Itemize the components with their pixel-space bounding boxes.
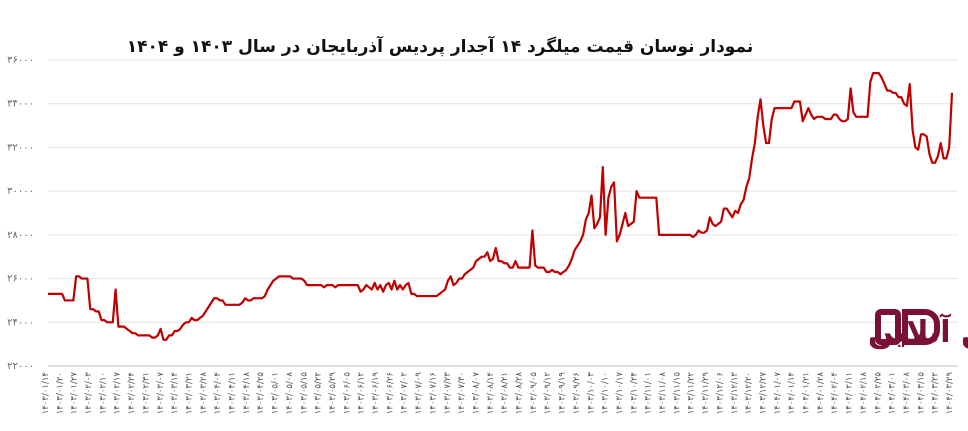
x-tick-label: ۱۴۰۳/۰۷/۳۰ <box>457 372 467 414</box>
x-tick-label: ۱۴۰۳/۱۱/۱۵ <box>672 372 682 415</box>
x-tick-label: ۱۴۰۳/۰۳/۲۸ <box>199 372 209 415</box>
y-tick-label: ۲۴۰۰۰ <box>7 317 34 328</box>
x-tick-label: ۱۴۰۳/۰۲/۱۷ <box>113 372 123 415</box>
x-tick-label: ۱۴۰۳/۰۲/۲۴ <box>127 372 137 414</box>
x-tick-label: ۱۴۰۳/۰۳/۰۷ <box>156 372 166 415</box>
y-tick-label: ۳۴۰۰۰ <box>7 99 34 110</box>
x-tick-label: ۱۴۰۳/۰۹/۲۶ <box>572 372 582 414</box>
x-tick-label: ۱۴۰۳/۰۵/۰۱ <box>271 372 281 414</box>
y-axis-ticks: ۲۲۰۰۰ ۲۴۰۰۰ ۲۶۰۰۰ ۲۸۰۰۰ ۳۰۰۰۰ ۳۲۰۰۰ ۳۴۰۰۰ ۳۶۰۰۰ <box>7 55 34 372</box>
x-tick-label: ۱۴۰۳/۰۵/۱۵ <box>299 372 309 415</box>
x-tick-label: ۱۴۰۳/۱۰/۲۴ <box>629 372 639 414</box>
x-tick-label: ۱۴۰۳/۰۴/۲۵ <box>256 372 266 415</box>
x-tick-label: ۱۴۰۴/۰۱/۱۴ <box>787 372 797 414</box>
x-tick-label: ۱۴۰۴/۰۱/۰۷ <box>773 372 783 415</box>
x-tick-label: ۱۴۰۳/۱۰/۱۷ <box>615 372 625 415</box>
x-tick-label: ۱۴۰۳/۰۴/۱۸ <box>242 372 252 415</box>
x-tick-label: ۱۴۰۳/۱۱/۲۲ <box>687 372 697 415</box>
gridlines <box>48 59 958 367</box>
y-tick-label: ۲۲۰۰۰ <box>7 361 34 372</box>
x-tick-label: ۱۴۰۴/۰۳/۰۸ <box>902 372 912 415</box>
x-tick-label: ۱۴۰۳/۰۷/۰۹ <box>414 372 424 415</box>
y-tick-label: ۲۶۰۰۰ <box>7 274 34 285</box>
x-tick-label: ۱۴۰۴/۰۱/۲۸ <box>816 372 826 415</box>
x-tick-label: ۱۴۰۳/۱۲/۱۳ <box>730 372 740 415</box>
series-line <box>48 72 954 341</box>
x-tick-label: ۱۴۰۳/۰۲/۱۰ <box>98 372 108 414</box>
x-tick-label: ۱۴۰۳/۰۵/۲۲ <box>314 372 324 415</box>
brand-logo: آهن آنلاین <box>868 309 968 350</box>
x-tick-label: ۱۴۰۳/۰۷/۲۳ <box>443 372 453 415</box>
chart-title: نمودار نوسان قیمت میلگرد ۱۴ آجدار پردیس … <box>127 35 753 57</box>
x-tick-label: ۱۴۰۴/۰۳/۲۲ <box>931 372 941 415</box>
x-tick-label: ۱۴۰۳/۱۲/۲۷ <box>758 372 768 415</box>
x-tick-label: ۱۴۰۳/۰۴/۰۴ <box>213 372 223 414</box>
x-tick-label: ۱۴۰۳/۰۸/۱۴ <box>486 372 496 414</box>
x-tick-label: ۱۴۰۳/۰۹/۱۲ <box>543 372 553 415</box>
x-tick-label: ۱۴۰۴/۰۱/۲۱ <box>802 372 812 414</box>
x-tick-label: ۱۴۰۳/۰۶/۱۲ <box>357 372 367 415</box>
y-tick-label: ۲۸۰۰۰ <box>7 230 34 241</box>
x-tick-label: ۱۴۰۴/۰۲/۱۸ <box>859 372 869 415</box>
x-tick-label: ۱۴۰۳/۰۶/۱۹ <box>371 372 381 415</box>
x-tick-label: ۱۴۰۳/۰۹/۰۵ <box>529 372 539 415</box>
y-tick-label: ۳۰۰۰۰ <box>7 186 34 197</box>
x-tick-label: ۱۴۰۴/۰۳/۱۵ <box>916 372 926 415</box>
x-tick-label: ۱۴۰۳/۰۶/۰۵ <box>342 372 352 415</box>
x-axis-ticks: ۱۴۰۳/۰۱/۱۴ ۱۴۰۳/۰۱/۲۰ ۱۴۰۳/۰۱/۲۷ ۱۴۰۳/۰۲/۰۳… <box>41 372 955 415</box>
x-tick-label: ۱۴۰۳/۰۲/۰۳ <box>84 372 94 415</box>
x-tick-label: ۱۴۰۳/۰۹/۱۹ <box>558 372 568 415</box>
x-tick-label: ۱۴۰۳/۱۰/۰۳ <box>586 372 596 415</box>
x-tick-label: ۱۴۰۳/۰۳/۲۱ <box>184 372 194 414</box>
y-tick-label: ۳۲۰۰۰ <box>7 142 34 153</box>
x-tick-label: ۱۴۰۳/۰۷/۰۲ <box>400 372 410 415</box>
x-tick-label: ۱۴۰۳/۰۵/۰۸ <box>285 372 295 415</box>
x-tick-label: ۱۴۰۴/۰۲/۰۴ <box>830 372 840 414</box>
x-tick-label: ۱۴۰۳/۰۷/۱۶ <box>428 372 438 414</box>
x-tick-label: ۱۴۰۳/۱۲/۰۶ <box>715 372 725 414</box>
x-tick-label: ۱۴۰۳/۱۱/۰۸ <box>658 372 668 415</box>
x-tick-label: ۱۴۰۴/۰۲/۱۱ <box>845 372 855 414</box>
x-tick-label: ۱۴۰۳/۰۸/۲۱ <box>500 372 510 414</box>
x-tick-label: ۱۴۰۳/۰۴/۱۱ <box>228 372 238 414</box>
x-tick-label: ۱۴۰۴/۰۳/۰۱ <box>888 372 898 414</box>
x-tick-label: ۱۴۰۳/۰۸/۲۸ <box>515 372 525 415</box>
x-tick-label: ۱۴۰۳/۱۱/۰۱ <box>644 372 654 414</box>
x-tick-label: ۱۴۰۳/۰۱/۲۰ <box>55 372 65 414</box>
x-tick-label: ۱۴۰۳/۰۳/۱۴ <box>170 372 180 414</box>
x-tick-label: ۱۴۰۴/۰۳/۲۹ <box>945 372 955 415</box>
x-tick-label: ۱۴۰۳/۱۰/۱۰ <box>601 372 611 414</box>
y-tick-label: ۳۶۰۰۰ <box>7 55 34 66</box>
x-tick-label: ۱۴۰۳/۱۲/۲۰ <box>744 372 754 414</box>
x-tick-label: ۱۴۰۳/۱۱/۲۹ <box>701 372 711 415</box>
x-tick-label: ۱۴۰۳/۰۶/۲۶ <box>385 372 395 414</box>
x-tick-label: ۱۴۰۳/۰۱/۲۷ <box>70 372 80 415</box>
x-tick-label: ۱۴۰۳/۰۸/۰۷ <box>471 372 481 415</box>
x-tick-label: ۱۴۰۳/۰۱/۱۴ <box>41 372 51 414</box>
x-tick-label: ۱۴۰۳/۰۲/۳۱ <box>141 372 151 414</box>
x-tick-label: ۱۴۰۳/۰۵/۲۹ <box>328 372 338 415</box>
x-tick-label: ۱۴۰۴/۰۲/۲۵ <box>873 372 883 415</box>
brand-logo-mark <box>875 309 940 345</box>
